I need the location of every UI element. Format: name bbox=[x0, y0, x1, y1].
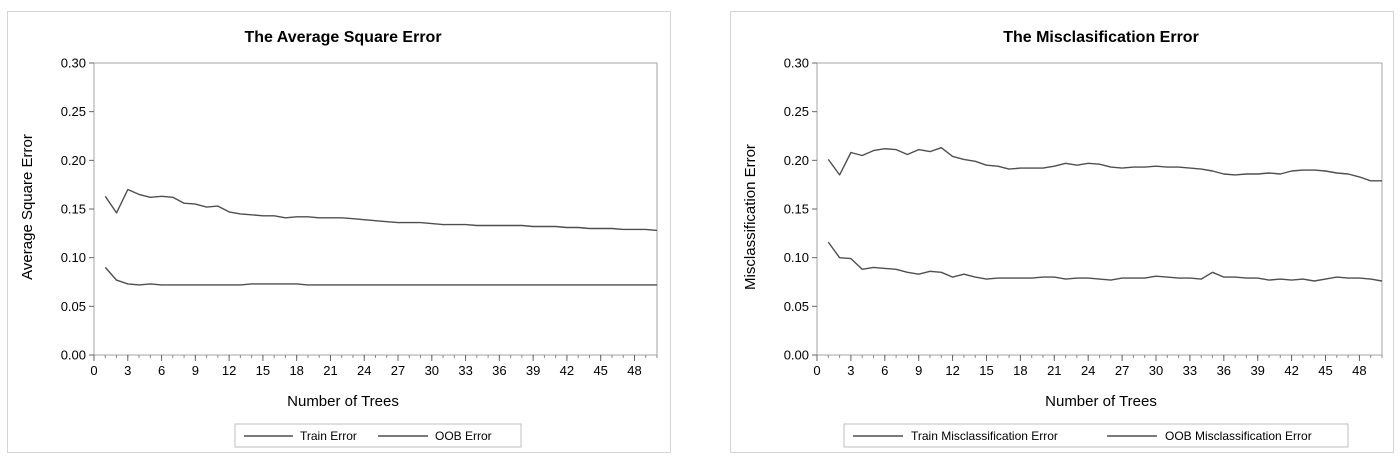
y-tick-label: 0.05 bbox=[61, 299, 86, 314]
x-tick-label: 36 bbox=[492, 363, 506, 378]
x-tick-label: 42 bbox=[560, 363, 574, 378]
x-tick-label: 0 bbox=[813, 363, 820, 378]
x-tick-label: 27 bbox=[391, 363, 405, 378]
x-tick-label: 6 bbox=[881, 363, 888, 378]
x-tick-label: 30 bbox=[1149, 363, 1163, 378]
series-line-oob bbox=[104, 188, 658, 232]
y-tick-label: 0.20 bbox=[784, 153, 809, 168]
x-tick-label: 45 bbox=[1318, 363, 1332, 378]
x-tick-label: 48 bbox=[1352, 363, 1366, 378]
x-tick-label: 3 bbox=[124, 363, 131, 378]
y-tick-label: 0.00 bbox=[784, 348, 809, 363]
y-axis-label: Average Square Error bbox=[19, 134, 36, 280]
x-tick-label: 15 bbox=[256, 363, 270, 378]
y-tick-label: 0.25 bbox=[61, 104, 86, 119]
series-line-train bbox=[827, 241, 1383, 282]
y-tick-label: 0.00 bbox=[61, 348, 86, 363]
y-axis-label: Misclassification Error bbox=[742, 144, 759, 290]
y-tick-label: 0.10 bbox=[61, 250, 86, 265]
misclass-chart-panel: The Misclasification Error Number of Tre… bbox=[730, 11, 1394, 453]
legend-oob-misclass-error: OOB Misclassification Error bbox=[1165, 429, 1312, 443]
series-line-train bbox=[104, 266, 657, 286]
chart-title: The Misclasification Error bbox=[1003, 29, 1199, 46]
misclass-chart: The Misclasification Error Number of Tre… bbox=[742, 29, 1383, 448]
x-tick-label: 0 bbox=[90, 363, 97, 378]
plot-area-frame bbox=[93, 62, 658, 356]
x-tick-label: 18 bbox=[289, 363, 303, 378]
y-tick-label: 0.30 bbox=[784, 56, 809, 71]
y-tick-label: 0.15 bbox=[784, 202, 809, 217]
x-tick-label: 27 bbox=[1115, 363, 1129, 378]
x-tick-label: 12 bbox=[222, 363, 236, 378]
x-tick-label: 3 bbox=[847, 363, 854, 378]
x-tick-label: 33 bbox=[1183, 363, 1197, 378]
x-tick-label: 18 bbox=[1013, 363, 1027, 378]
series-line-oob bbox=[827, 146, 1382, 182]
y-tick-label: 0.30 bbox=[61, 56, 86, 71]
x-tick-label: 39 bbox=[1250, 363, 1264, 378]
x-tick-label: 39 bbox=[526, 363, 540, 378]
y-tick-label: 0.05 bbox=[784, 299, 809, 314]
asr-chart-panel: The Average Square Error Number of Trees… bbox=[7, 11, 671, 453]
x-tick-label: 24 bbox=[357, 363, 371, 378]
legend-oob-error: OOB Error bbox=[435, 429, 492, 443]
x-tick-label: 33 bbox=[458, 363, 472, 378]
chart-title: The Average Square Error bbox=[244, 29, 441, 46]
x-tick-label: 36 bbox=[1217, 363, 1231, 378]
legend: Train Misclassification Error OOB Miscla… bbox=[843, 423, 1349, 448]
x-tick-label: 30 bbox=[425, 363, 439, 378]
x-axis-label: Number of Trees bbox=[287, 393, 399, 410]
x-tick-label: 24 bbox=[1081, 363, 1095, 378]
plot-area-frame bbox=[816, 62, 1383, 356]
x-axis-label: Number of Trees bbox=[1045, 393, 1157, 410]
x-tick-label: 9 bbox=[915, 363, 922, 378]
y-tick-label: 0.15 bbox=[61, 202, 86, 217]
x-tick-label: 9 bbox=[192, 363, 199, 378]
asr-chart: The Average Square Error Number of Trees… bbox=[19, 29, 658, 448]
legend: Train Error OOB Error bbox=[234, 423, 522, 448]
x-tick-label: 6 bbox=[158, 363, 165, 378]
x-tick-label: 21 bbox=[323, 363, 337, 378]
legend-train-misclass-error: Train Misclassification Error bbox=[911, 429, 1058, 443]
y-tick-label: 0.25 bbox=[784, 104, 809, 119]
x-tick-label: 48 bbox=[627, 363, 641, 378]
x-tick-label: 12 bbox=[945, 363, 959, 378]
y-tick-label: 0.20 bbox=[61, 153, 86, 168]
x-tick-label: 15 bbox=[979, 363, 993, 378]
x-tick-label: 45 bbox=[593, 363, 607, 378]
x-tick-label: 21 bbox=[1047, 363, 1061, 378]
legend-train-error: Train Error bbox=[300, 429, 357, 443]
x-tick-label: 42 bbox=[1284, 363, 1298, 378]
y-tick-label: 0.10 bbox=[784, 250, 809, 265]
